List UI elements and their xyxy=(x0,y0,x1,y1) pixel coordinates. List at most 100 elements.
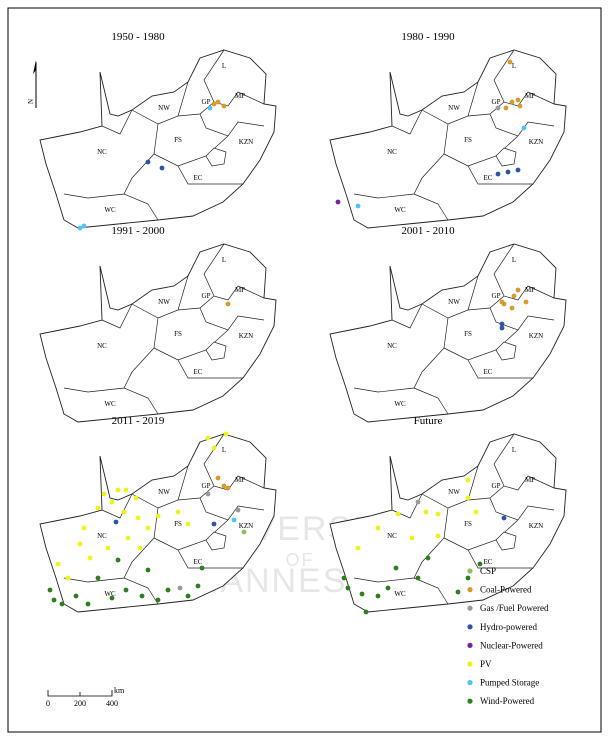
plant-marker xyxy=(465,477,471,483)
map-panel: 1991 - 2000 L MP GP NW NC FS KZN EC WC xyxy=(39,225,277,423)
plant-marker xyxy=(145,525,151,531)
plant-marker xyxy=(503,105,509,111)
plant-marker xyxy=(47,587,53,593)
plant-marker xyxy=(109,595,115,601)
country-map: L MP GP NW NC FS KZN EC WC xyxy=(329,49,567,229)
province-label: NW xyxy=(158,104,170,112)
plant-marker xyxy=(145,567,151,573)
plant-marker xyxy=(175,509,181,515)
plant-marker xyxy=(515,167,521,173)
plant-marker xyxy=(359,591,365,597)
province-label: GP xyxy=(202,292,211,300)
country-outline xyxy=(329,49,567,229)
scale-label: 400 xyxy=(106,699,118,708)
panel-title: 2001 - 2010 xyxy=(401,225,455,237)
province-label: MP xyxy=(235,476,245,484)
map-panel: 1980 - 1990 L MP GP NW NC FS KZN EC WC xyxy=(329,31,567,229)
plant-marker xyxy=(115,487,121,493)
province-border xyxy=(353,243,555,415)
plant-marker xyxy=(87,555,93,561)
province-label: KZN xyxy=(239,138,253,146)
lesotho xyxy=(205,531,227,551)
province-label: WC xyxy=(104,400,116,408)
legend-marker xyxy=(467,587,473,593)
legend-marker xyxy=(467,680,473,686)
plant-marker xyxy=(511,293,517,299)
province-label: MP xyxy=(525,476,535,484)
country-outline xyxy=(39,243,277,423)
plant-marker xyxy=(101,491,107,497)
plant-marker xyxy=(65,575,71,581)
lesotho xyxy=(495,341,517,361)
province-label: FS xyxy=(174,330,182,338)
plant-marker xyxy=(145,159,151,165)
plant-marker xyxy=(77,541,83,547)
plant-marker xyxy=(207,105,213,111)
plant-marker xyxy=(515,97,521,103)
province-label: KZN xyxy=(239,332,253,340)
plant-marker xyxy=(195,583,201,589)
panel-title: 1980 - 1990 xyxy=(401,31,455,43)
province-label: WC xyxy=(394,400,406,408)
plant-marker xyxy=(335,199,341,205)
province-label: KZN xyxy=(529,138,543,146)
plant-marker xyxy=(211,521,217,527)
province-label: GP xyxy=(202,482,211,490)
plant-marker xyxy=(393,565,399,571)
country-map: L MP GP NW NC FS KZN EC WC xyxy=(39,431,277,613)
panel-title: 2011 - 2019 xyxy=(112,415,165,427)
plant-marker xyxy=(185,521,191,527)
plant-marker xyxy=(133,495,139,501)
plant-marker xyxy=(211,445,217,451)
plant-marker xyxy=(375,525,381,531)
province-label: L xyxy=(222,256,226,264)
plant-marker xyxy=(509,305,515,311)
province-label: FS xyxy=(464,330,472,338)
province-label: GP xyxy=(492,292,501,300)
province-label: NC xyxy=(97,342,107,350)
north-arrow: N xyxy=(27,60,37,108)
plant-marker xyxy=(211,101,217,107)
plant-marker xyxy=(501,301,507,307)
province-label: EC xyxy=(194,174,203,182)
plant-marker xyxy=(231,517,237,523)
plant-marker xyxy=(523,299,529,305)
plant-marker xyxy=(355,545,361,551)
province-label: FS xyxy=(464,520,472,528)
lesotho xyxy=(495,147,517,167)
plant-marker xyxy=(363,609,369,615)
plant-marker xyxy=(465,575,471,581)
plant-marker xyxy=(215,99,221,105)
province-label: NW xyxy=(448,104,460,112)
plant-marker xyxy=(221,103,227,109)
plant-marker xyxy=(105,545,111,551)
province-label: WC xyxy=(394,206,406,214)
plant-marker xyxy=(477,561,483,567)
plant-marker xyxy=(139,593,145,599)
province-label: KZN xyxy=(529,522,543,530)
legend-label: Wind-Powered xyxy=(480,696,535,706)
plant-marker xyxy=(95,575,101,581)
scale-unit: km xyxy=(114,686,125,695)
province-label: KZN xyxy=(239,522,253,530)
plant-marker xyxy=(185,593,191,599)
province-label: L xyxy=(512,62,516,70)
plant-marker xyxy=(81,525,87,531)
plant-marker xyxy=(205,491,211,497)
plant-marker xyxy=(501,515,507,521)
plant-marker xyxy=(509,99,515,105)
legend-label: PV xyxy=(480,659,492,669)
plant-marker xyxy=(241,529,247,535)
plant-marker xyxy=(495,105,501,111)
country-outline xyxy=(39,49,277,229)
province-label: MP xyxy=(235,286,245,294)
province-label: FS xyxy=(174,136,182,144)
plant-marker xyxy=(225,485,231,491)
scale-bar: 0 200 400 km xyxy=(46,686,125,708)
province-label: EC xyxy=(194,368,203,376)
province-label: NC xyxy=(97,532,107,540)
province-border xyxy=(63,243,265,415)
country-outline xyxy=(329,243,567,423)
plant-marker xyxy=(435,533,441,539)
legend: CSP Coal-Powered Gas /Fuel Powered Hydro-po… xyxy=(467,566,549,706)
